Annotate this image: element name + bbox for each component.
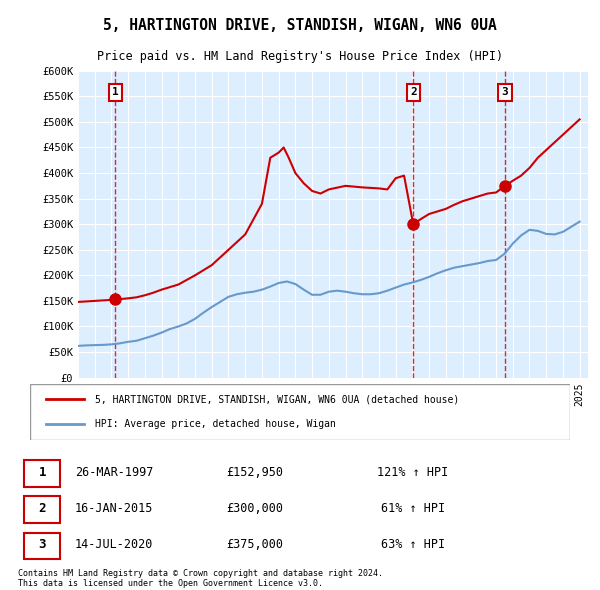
Text: 1: 1 <box>112 87 119 97</box>
FancyBboxPatch shape <box>30 384 570 440</box>
FancyBboxPatch shape <box>23 460 60 487</box>
Text: £300,000: £300,000 <box>226 502 283 515</box>
Text: 5, HARTINGTON DRIVE, STANDISH, WIGAN, WN6 0UA: 5, HARTINGTON DRIVE, STANDISH, WIGAN, WN… <box>103 18 497 32</box>
Text: 63% ↑ HPI: 63% ↑ HPI <box>381 538 445 551</box>
Text: £375,000: £375,000 <box>226 538 283 551</box>
Text: 1: 1 <box>38 466 46 478</box>
Text: 2: 2 <box>410 87 416 97</box>
Text: 2: 2 <box>38 502 46 515</box>
Text: 61% ↑ HPI: 61% ↑ HPI <box>381 502 445 515</box>
Text: £152,950: £152,950 <box>226 466 283 478</box>
FancyBboxPatch shape <box>23 496 60 523</box>
Text: 16-JAN-2015: 16-JAN-2015 <box>74 502 153 515</box>
Text: 26-MAR-1997: 26-MAR-1997 <box>74 466 153 478</box>
FancyBboxPatch shape <box>23 533 60 559</box>
Text: 121% ↑ HPI: 121% ↑ HPI <box>377 466 448 478</box>
Text: HPI: Average price, detached house, Wigan: HPI: Average price, detached house, Wiga… <box>95 419 335 429</box>
Text: Contains HM Land Registry data © Crown copyright and database right 2024.
This d: Contains HM Land Registry data © Crown c… <box>18 569 383 588</box>
Text: Price paid vs. HM Land Registry's House Price Index (HPI): Price paid vs. HM Land Registry's House … <box>97 50 503 63</box>
Text: 3: 3 <box>38 538 46 551</box>
Text: 14-JUL-2020: 14-JUL-2020 <box>74 538 153 551</box>
Text: 3: 3 <box>502 87 508 97</box>
Text: 5, HARTINGTON DRIVE, STANDISH, WIGAN, WN6 0UA (detached house): 5, HARTINGTON DRIVE, STANDISH, WIGAN, WN… <box>95 394 459 404</box>
